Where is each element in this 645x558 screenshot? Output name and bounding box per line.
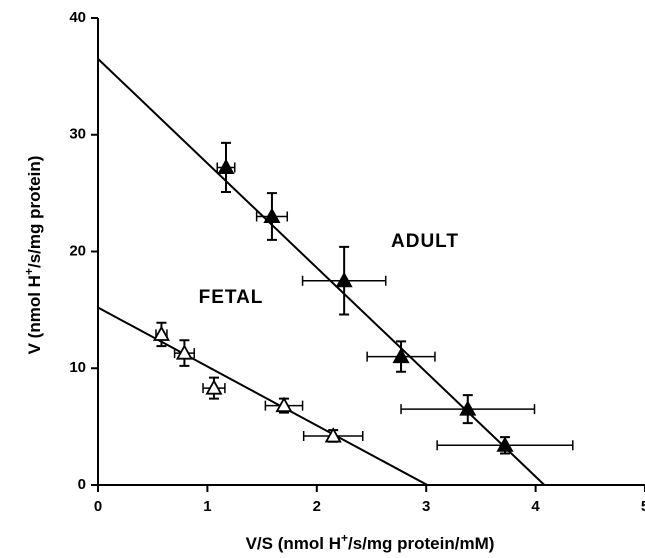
x-label-part: /s/mg protein/mM) <box>348 534 494 553</box>
point <box>152 325 170 341</box>
x-tick-label: 1 <box>203 498 211 515</box>
y-tick-label: 30 <box>69 126 86 143</box>
y-tick-label: 20 <box>69 242 86 259</box>
fit-line <box>97 306 428 486</box>
point <box>263 207 281 223</box>
y-label-sup: + <box>22 268 36 275</box>
x-tick-label: 3 <box>422 498 430 515</box>
x-tick-label: 5 <box>641 498 645 515</box>
point <box>496 436 514 452</box>
fit-line <box>97 58 546 486</box>
series-label: ADULT <box>391 231 459 252</box>
y-axis-label: V (nmol H+/s/mg protein) <box>22 156 44 355</box>
y-tick-label: 0 <box>78 476 86 493</box>
point <box>205 379 223 395</box>
point <box>217 158 235 174</box>
point <box>459 400 477 416</box>
x-axis-label: V/S (nmol H+/s/mg protein/mM) <box>246 531 495 553</box>
x-label-part: V/S (nmol H <box>246 534 341 553</box>
x-label-sup: + <box>341 531 348 545</box>
y-tick-label: 10 <box>69 359 86 376</box>
point <box>392 347 410 364</box>
point <box>275 396 293 413</box>
point <box>324 427 342 443</box>
x-tick-label: 2 <box>313 498 321 515</box>
series-label: FETAL <box>199 287 264 308</box>
y-tick-label: 40 <box>69 9 86 26</box>
y-label-part: /s/mg protein) <box>25 156 44 268</box>
x-tick-label: 0 <box>94 498 102 515</box>
point <box>335 271 353 288</box>
y-label-part: V (nmol H <box>25 275 44 354</box>
point <box>175 344 193 360</box>
x-tick-label: 4 <box>531 498 540 515</box>
